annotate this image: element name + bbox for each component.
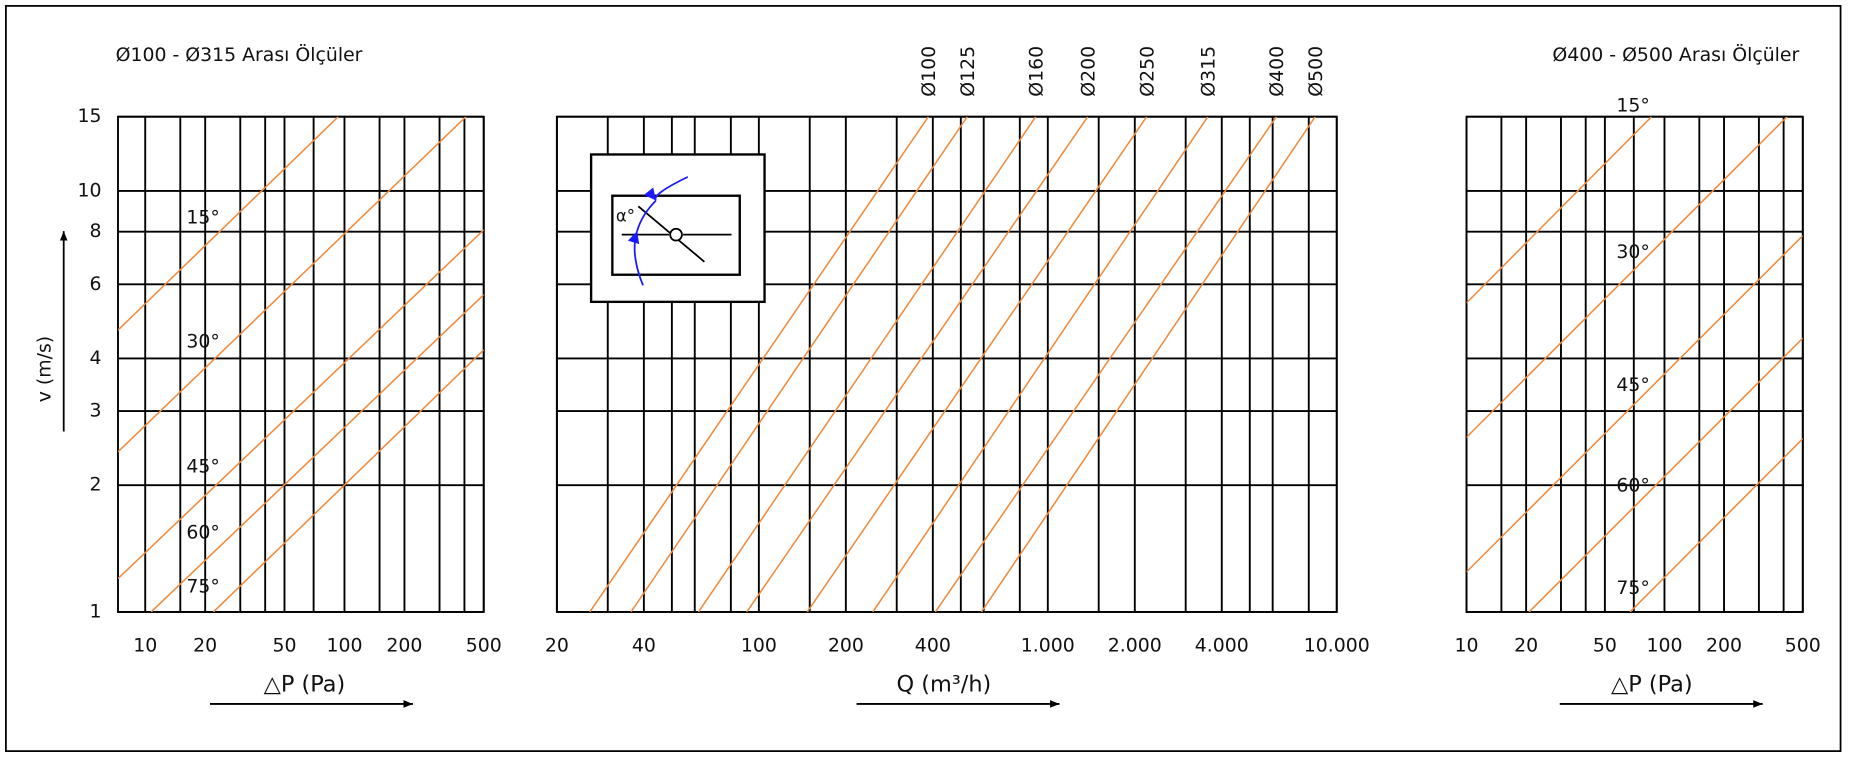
y-tick-label: 4 [89, 347, 101, 369]
y-tick-label: 1 [89, 600, 101, 622]
x-tick-label: 20 [545, 635, 569, 657]
inset-pivot [669, 227, 683, 242]
y-tick-label: 6 [89, 273, 101, 295]
outer-border [5, 5, 1842, 752]
series-label: 45° [186, 455, 219, 477]
series-line [980, 116, 1316, 612]
x-tick-label: 500 [466, 635, 502, 657]
x-tick-label: 4.000 [1195, 635, 1249, 657]
x-tick-label: 400 [915, 635, 951, 657]
series-label: 60° [1616, 474, 1649, 496]
series-line [1466, 235, 1803, 573]
series-line [630, 116, 968, 612]
series-label: Ø250 [1136, 46, 1158, 97]
series-line [117, 229, 484, 580]
x-tick-label: 200 [386, 635, 422, 657]
x-tick-label: 50 [1593, 635, 1617, 657]
series-line [212, 349, 484, 612]
series-line [1528, 337, 1803, 612]
series-line [746, 116, 1089, 612]
x-tick-label: 200 [1706, 635, 1742, 657]
series-line [117, 116, 339, 331]
x-tick-label: 200 [828, 635, 864, 657]
series-label: 30° [186, 330, 219, 352]
inset-arc [636, 199, 657, 232]
series-label: 15° [1616, 95, 1649, 117]
series-line [589, 116, 929, 612]
series-line [697, 116, 1037, 612]
y-axis-label: v (m/s) [33, 336, 55, 402]
series-label: Ø160 [1025, 46, 1047, 97]
x-tick-label: 2.000 [1108, 635, 1162, 657]
series-label: Ø200 [1077, 46, 1099, 97]
x-tick-label: 50 [272, 635, 296, 657]
x-tick-label: 40 [632, 635, 656, 657]
y-tick-label: 10 [77, 179, 101, 201]
x-tick-label: 10.000 [1304, 635, 1370, 657]
x-tick-label: 100 [741, 635, 777, 657]
series-label: 30° [1616, 241, 1649, 263]
inset-label: α° [616, 206, 635, 225]
series-line [1466, 116, 1788, 438]
series-line [806, 116, 1148, 612]
series-line [872, 116, 1209, 612]
x-tick-label: 1.000 [1021, 635, 1075, 657]
series-line [1629, 438, 1803, 612]
panel-frame [117, 115, 485, 613]
series-label: 45° [1616, 374, 1649, 396]
x-axis-label: △P (Pa) [264, 672, 346, 698]
panel-frame [1465, 115, 1804, 613]
x-tick-label: 10 [1455, 635, 1479, 657]
y-tick-label: 15 [77, 105, 101, 127]
x-axis-label: Q (m³/h) [896, 672, 991, 698]
y-tick-label: 8 [89, 220, 101, 242]
panel-title: Ø100 - Ø315 Arası Ölçüler [116, 43, 363, 66]
panel-frame [555, 115, 1338, 613]
x-axis-label: △P (Pa) [1611, 672, 1693, 698]
x-tick-label: 100 [326, 635, 362, 657]
series-label: 15° [186, 207, 219, 229]
x-tick-label: 20 [193, 635, 217, 657]
x-tick-label: 100 [1646, 635, 1682, 657]
series-label: Ø100 [918, 46, 940, 97]
series-label: Ø125 [957, 46, 979, 97]
series-line [117, 116, 467, 453]
y-tick-label: 3 [89, 400, 101, 422]
inset-arc [627, 230, 644, 286]
y-tick-label: 2 [89, 474, 101, 496]
series-label: 75° [186, 576, 219, 598]
x-tick-label: 20 [1514, 635, 1538, 657]
x-tick-label: 500 [1785, 635, 1821, 657]
inset-arc [644, 176, 689, 202]
series-label: Ø315 [1198, 46, 1220, 97]
series-label: Ø500 [1305, 46, 1327, 97]
x-tick-label: 10 [133, 635, 157, 657]
series-line [934, 116, 1278, 612]
series-line [150, 294, 484, 612]
panel-title: Ø400 - Ø500 Arası Ölçüler [1552, 43, 1799, 66]
series-label: 75° [1616, 577, 1649, 599]
series-label: 60° [186, 521, 219, 543]
series-label: Ø400 [1266, 46, 1288, 97]
series-line [1466, 116, 1653, 304]
